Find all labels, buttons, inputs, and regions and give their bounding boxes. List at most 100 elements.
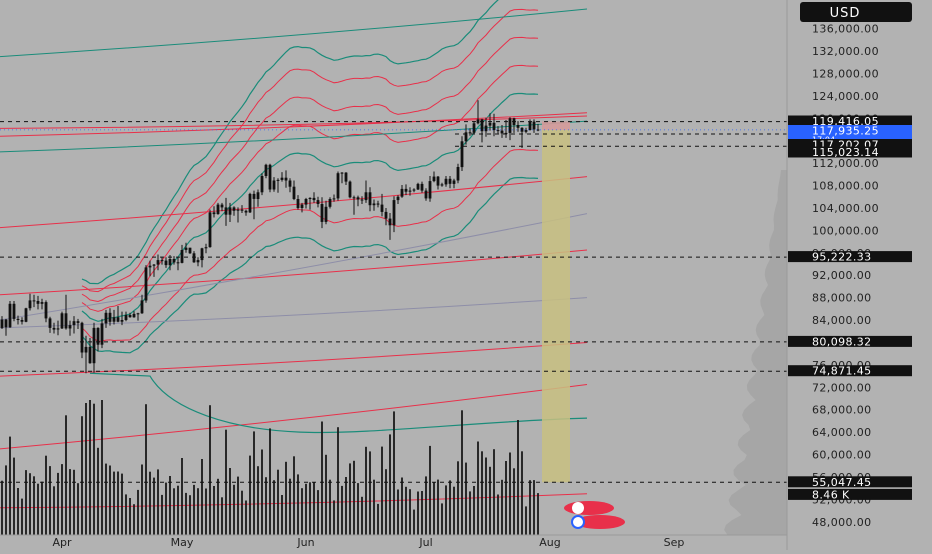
volume-bar (329, 479, 331, 535)
candle-body (420, 183, 424, 191)
volume-bar (309, 482, 311, 535)
candle (428, 176, 432, 202)
candle-body (148, 265, 152, 268)
usd-button-box[interactable] (800, 2, 912, 22)
candle-body (532, 121, 536, 130)
candle (440, 182, 444, 187)
candle (420, 181, 424, 193)
time-tick-label: Sep (664, 536, 685, 549)
volume-bar (449, 480, 451, 535)
candle-body (296, 199, 300, 208)
time-axis[interactable]: Apr May Jun Jul Aug Sep (52, 536, 684, 549)
candle (224, 197, 228, 226)
candle (120, 311, 124, 326)
candle-body (164, 260, 168, 266)
alert-icon[interactable] (564, 501, 614, 515)
volume-bar (421, 491, 423, 535)
price-tick-label: 48,000.00 (812, 516, 872, 529)
candle (152, 264, 156, 277)
candle-body (92, 327, 96, 364)
volume-bar (257, 466, 259, 535)
volume-bar (317, 490, 319, 535)
currency-selector[interactable]: USD (800, 2, 912, 22)
volume-bar (197, 488, 199, 535)
volume-bar (437, 479, 439, 535)
volume-bar (177, 485, 179, 535)
volume-bar (485, 457, 487, 535)
volume-bar (373, 479, 375, 535)
candle-body (244, 210, 248, 213)
candle (132, 311, 136, 318)
candle (244, 209, 248, 216)
candle-body (364, 192, 368, 201)
candle (92, 322, 96, 373)
volume-bar (509, 452, 511, 535)
volume-bar (417, 491, 419, 535)
usd-button-label[interactable]: USD (830, 6, 861, 21)
candle (300, 202, 304, 213)
volume-bar (161, 494, 163, 535)
us-flag-icon[interactable] (571, 515, 625, 529)
price-level-label: 74,871.45 (788, 365, 912, 378)
volume-bar (141, 464, 143, 535)
volume-profile-shape (724, 170, 787, 535)
candle-body (144, 267, 148, 301)
candle (232, 206, 236, 216)
candle (52, 322, 56, 334)
volume-bar (37, 483, 39, 535)
volume-bar (193, 484, 195, 535)
price-level-lines (0, 121, 787, 483)
price-level-label: 80,098.32 (788, 335, 912, 348)
volume-bar (73, 469, 75, 535)
candle-body (208, 212, 212, 248)
candle (304, 197, 308, 209)
volume-bar (461, 410, 463, 535)
candle-body (180, 250, 184, 263)
volume-bar (333, 500, 335, 535)
candle-body (440, 184, 444, 186)
candle (56, 320, 60, 336)
volume-bar (433, 482, 435, 535)
candle-body (388, 218, 392, 226)
candle (176, 257, 180, 271)
candle (376, 200, 380, 208)
volume-bar (385, 469, 387, 535)
candle (144, 265, 148, 303)
time-tick-label: Aug (539, 536, 560, 549)
volume-bar (233, 484, 235, 535)
candle (520, 127, 524, 148)
volume-bar (213, 486, 215, 535)
candle-body (304, 199, 308, 205)
candle-body (500, 130, 504, 134)
candle (396, 195, 400, 204)
price-axis[interactable]: 136,000.00 132,000.00 128,000.00 124,000.00… (812, 23, 879, 529)
volume-bar (9, 436, 11, 535)
candle-body (484, 125, 488, 132)
candle (480, 118, 484, 143)
candle (172, 256, 176, 265)
volume-bar (41, 481, 43, 535)
candle (424, 188, 428, 201)
candle (80, 321, 84, 359)
volume-bar (489, 466, 491, 535)
candle-body (380, 204, 384, 212)
volume-bar (481, 451, 483, 535)
candle (44, 300, 48, 323)
candle (76, 318, 80, 329)
volume-bar (345, 477, 347, 535)
price-tick-label: 132,000.00 (812, 45, 879, 58)
candle-body (72, 321, 76, 326)
volume-bar (305, 483, 307, 535)
candle (116, 306, 120, 323)
candle-body (376, 203, 380, 205)
time-tick-label: Apr (52, 536, 72, 549)
volume-bar (301, 488, 303, 535)
candle-body (360, 199, 364, 201)
candle-body (204, 247, 208, 249)
band-line (81, 36, 539, 303)
candle (24, 307, 28, 323)
candle-body (372, 203, 376, 206)
candle-body (248, 193, 252, 213)
volume-bar (273, 480, 275, 535)
